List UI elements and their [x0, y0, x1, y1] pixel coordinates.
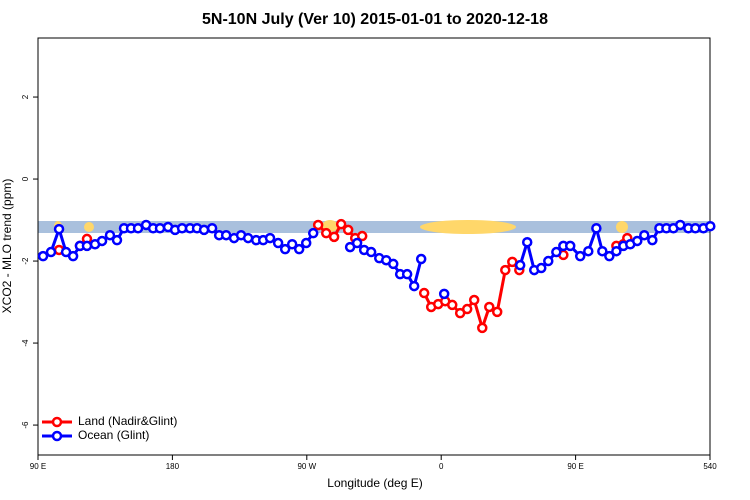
point — [611, 245, 622, 257]
point — [591, 223, 602, 234]
point — [206, 223, 218, 234]
x-axis-label: Longitude (deg E) — [327, 476, 422, 490]
point — [264, 232, 276, 244]
point — [543, 255, 554, 267]
point — [477, 322, 488, 334]
point — [491, 306, 503, 318]
point — [551, 246, 562, 258]
point — [320, 227, 332, 239]
point — [468, 294, 480, 306]
point — [675, 219, 686, 231]
point — [500, 264, 511, 276]
point — [484, 301, 495, 313]
point — [312, 219, 324, 231]
point — [401, 268, 413, 280]
point — [45, 246, 57, 258]
point — [242, 232, 254, 244]
point — [81, 240, 93, 252]
x-tick-label: 90 E — [30, 462, 46, 471]
chart-title: 5N-10N July (Ver 10) 2015-01-01 to 2020-… — [202, 11, 548, 28]
point — [279, 243, 291, 255]
point — [604, 250, 615, 262]
point — [388, 258, 399, 270]
point — [690, 223, 701, 234]
point — [521, 236, 533, 248]
point — [111, 234, 123, 246]
point — [53, 223, 65, 235]
point — [293, 243, 305, 255]
point — [132, 223, 144, 234]
y-tick-label: -4 — [21, 339, 30, 347]
point — [351, 237, 363, 249]
point — [198, 224, 210, 236]
legend-label: Land (Nadir&Glint) — [78, 414, 177, 428]
point — [342, 224, 354, 236]
point — [647, 234, 658, 246]
point — [583, 245, 594, 257]
point — [564, 240, 576, 252]
point — [705, 220, 716, 232]
point — [514, 259, 526, 271]
point — [335, 218, 347, 230]
y-tick-label: 2 — [21, 94, 30, 99]
y-tick-label: 0 — [21, 176, 30, 181]
point — [272, 237, 284, 249]
point — [418, 287, 430, 299]
x-tick-label: 90 W — [297, 462, 316, 471]
point — [307, 227, 319, 239]
point — [37, 250, 49, 262]
x-tick-label: 90 E — [567, 462, 583, 471]
legend-marker — [51, 430, 63, 442]
plot-frame — [37, 37, 711, 456]
point — [438, 288, 450, 300]
point — [365, 246, 377, 258]
point — [447, 299, 458, 311]
x-tick-label: 0 — [439, 462, 444, 471]
legend-label: Ocean (Glint) — [78, 428, 149, 442]
y-tick-label: -2 — [21, 257, 30, 265]
point — [67, 250, 79, 262]
x-tick-label: 540 — [703, 462, 717, 471]
y-axis-label: XCO2 - MLO trend (ppm) — [0, 179, 14, 314]
point — [300, 237, 312, 249]
point — [536, 262, 547, 274]
point — [461, 303, 473, 315]
point — [415, 253, 427, 265]
point — [597, 245, 608, 257]
point — [328, 231, 340, 243]
x-tick-label: 180 — [166, 462, 180, 471]
point — [154, 223, 166, 234]
point — [356, 230, 368, 242]
point — [632, 235, 643, 247]
legend-marker — [51, 416, 63, 428]
point — [96, 235, 108, 247]
point — [639, 229, 650, 241]
point — [408, 280, 420, 292]
y-tick-label: -6 — [21, 421, 30, 429]
point — [574, 250, 586, 262]
point — [104, 229, 116, 241]
point — [286, 238, 298, 250]
